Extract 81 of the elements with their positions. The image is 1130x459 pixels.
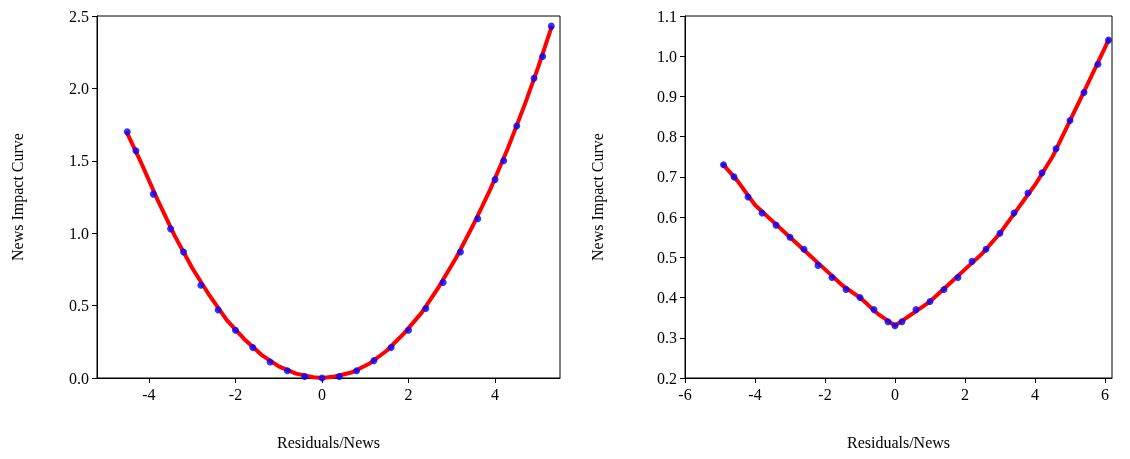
y-tick-label: 0.8 — [657, 128, 677, 146]
x-tick-label: 2 — [404, 385, 413, 403]
y-tick-label: 0.9 — [657, 87, 677, 105]
y-tick-label: 1.0 — [657, 47, 677, 65]
y-tick-label: 0.2 — [657, 369, 677, 387]
point — [530, 74, 538, 82]
x-tick-label: -4 — [142, 385, 156, 403]
x-tick-label: 0 — [318, 385, 327, 403]
point — [800, 245, 808, 253]
point — [786, 233, 794, 241]
point — [500, 157, 508, 165]
x-axis-title: Residuals/News — [276, 433, 381, 451]
point — [197, 281, 205, 289]
point — [491, 176, 499, 184]
y-tick-label: 2.5 — [69, 7, 89, 25]
point — [405, 326, 413, 334]
point — [1080, 88, 1088, 96]
x-tick-label: -4 — [748, 385, 762, 403]
point — [891, 322, 899, 330]
point — [513, 122, 521, 130]
point — [842, 286, 850, 294]
point — [439, 278, 447, 286]
x-tick-label: -2 — [818, 385, 832, 403]
point — [132, 147, 140, 155]
point — [1052, 145, 1060, 153]
point — [828, 273, 836, 281]
x-tick-label: 0 — [891, 385, 899, 403]
point — [387, 344, 395, 352]
y-tick-label: 2.0 — [69, 79, 89, 97]
point — [720, 161, 727, 169]
point — [940, 286, 948, 294]
x-tick-label: 2 — [961, 385, 969, 403]
y-tick-label: 1.1 — [657, 7, 677, 25]
point — [912, 306, 920, 314]
point — [231, 326, 239, 334]
x-tick-label: 6 — [1101, 385, 1109, 403]
x-tick-label: 4 — [491, 385, 500, 403]
point — [926, 298, 934, 306]
point — [180, 248, 188, 256]
point — [301, 373, 309, 381]
x-tick-label: -2 — [228, 385, 243, 403]
point — [539, 53, 547, 61]
point — [335, 373, 343, 381]
y-axis-title: News Impact Curve — [8, 133, 27, 261]
point — [283, 367, 291, 375]
point — [456, 248, 464, 256]
point — [1094, 60, 1102, 68]
x-tick-label: 4 — [1031, 385, 1039, 403]
y-axis-title: News Impact Curve — [588, 133, 607, 261]
y-tick-label: 0.5 — [657, 248, 677, 266]
point — [249, 344, 257, 352]
point — [1105, 36, 1112, 44]
y-tick-label: 0.0 — [69, 369, 89, 387]
y-tick-label: 1.5 — [69, 152, 89, 170]
point — [968, 257, 976, 265]
y-tick-label: 0.4 — [657, 289, 677, 307]
y-tick-label: 0.7 — [657, 168, 677, 186]
point — [370, 357, 378, 365]
point — [353, 367, 361, 375]
y-tick-label: 0.3 — [657, 329, 677, 347]
point — [422, 305, 430, 312]
x-tick-label: -6 — [678, 385, 692, 403]
point — [982, 245, 990, 253]
point — [149, 190, 157, 198]
point — [954, 273, 962, 281]
y-tick-label: 0.6 — [657, 208, 677, 226]
point — [856, 294, 864, 302]
point — [884, 318, 892, 326]
y-tick-label: 1.0 — [69, 224, 89, 242]
point — [547, 22, 555, 30]
x-axis-title: Residuals/News — [846, 433, 951, 451]
point — [214, 306, 222, 314]
point — [1066, 117, 1074, 125]
point — [870, 306, 878, 314]
point — [898, 318, 906, 326]
point — [167, 225, 175, 233]
point — [996, 229, 1004, 237]
point — [474, 215, 482, 223]
point — [123, 128, 131, 136]
y-tick-label: 0.5 — [69, 297, 89, 315]
point — [814, 261, 822, 269]
